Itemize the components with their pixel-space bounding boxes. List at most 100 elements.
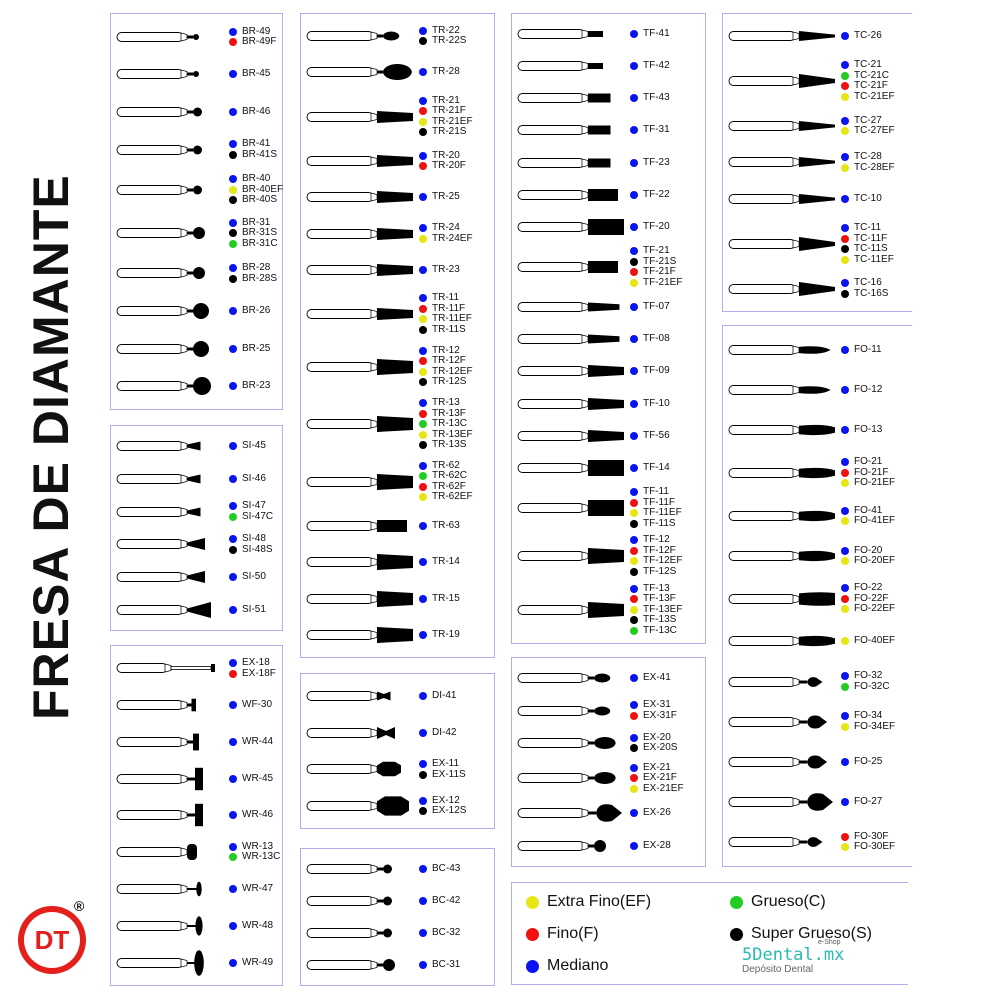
grade-dot-icon — [419, 961, 427, 969]
bur-code: WR-13C — [229, 852, 280, 863]
bur-code-text: TF-21EF — [643, 276, 683, 288]
bur-code-text: TC-11 — [854, 222, 882, 234]
bur-code: TC-16 — [841, 278, 888, 289]
grade-labels: BR-41 BR-41S — [229, 139, 277, 160]
bur-code: SI-50 — [229, 571, 266, 583]
bur-code: TC-21F — [841, 81, 895, 92]
bur-item: TF-42 — [516, 53, 705, 79]
bur-code: TR-22 — [419, 25, 466, 37]
bur-item: TR-24 TR-24EF — [305, 221, 494, 247]
grade-dot-icon — [419, 807, 427, 815]
bur-code: TF-13EF — [630, 604, 682, 615]
grade-dot-icon — [419, 630, 427, 639]
bur-code-text: SI-47C — [242, 510, 274, 522]
wheel-bur-icon — [116, 804, 203, 827]
bur-code-text: TR-13F — [432, 407, 466, 419]
grade-dot-icon — [229, 38, 237, 47]
grade-labels: TF-08 — [630, 334, 670, 345]
grade-dot-icon — [419, 346, 427, 355]
cyl-bur-icon — [517, 93, 611, 104]
taper-bur-icon — [306, 590, 413, 607]
grade-dot-icon — [841, 163, 849, 172]
grade-dot-icon — [419, 265, 427, 274]
bur-code-text: TF-31 — [643, 124, 670, 136]
bur-code-text: BR-46 — [242, 105, 271, 117]
grade-labels: FO-41 FO-41EF — [841, 505, 895, 526]
bur-item: TC-21 TC-21C TC-21F TC-21EF — [727, 60, 912, 102]
grade-labels: BC-43 — [419, 864, 460, 875]
grade-dot-icon — [229, 185, 237, 194]
pear-bur-icon — [728, 676, 823, 687]
ball-bur-icon — [116, 184, 202, 195]
ball-bur-icon — [116, 107, 202, 117]
bur-code: FO-13 — [841, 425, 882, 436]
bur-code: TF-13 — [630, 583, 682, 594]
needle-bur-icon — [728, 157, 835, 168]
bur-code: TR-22S — [419, 36, 466, 47]
grade-labels: TF-14 — [630, 462, 670, 474]
bur-item: WR-44 — [115, 729, 282, 755]
inv-bur-icon — [116, 538, 205, 551]
bur-code-text: EX-11S — [432, 768, 466, 780]
bur-code: TC-21 — [841, 60, 895, 71]
grade-dot-icon — [841, 832, 849, 841]
bur-item: EX-21 EX-21F EX-21EF — [516, 762, 705, 794]
bur-item: TR-14 — [305, 549, 494, 575]
grade-dot-icon — [229, 545, 237, 554]
taper-bur-icon — [517, 365, 624, 378]
grade-labels: TR-15 — [419, 593, 460, 604]
needle-bur-icon — [728, 194, 835, 205]
bur-code: TR-21S — [419, 127, 473, 138]
bur-code-text: EX-12S — [432, 805, 467, 816]
grade-dot-icon — [630, 126, 638, 135]
panel-ex: EX-41 EX-31 EX-31F EX-20 EX-20S EX-21 EX-21F EX… — [511, 657, 706, 867]
bur-code: BR-40S — [229, 195, 283, 206]
bur-code: BR-40EF — [229, 184, 283, 196]
bur-item: BR-41 BR-41S — [115, 137, 282, 163]
grade-labels: TC-10 — [841, 194, 882, 205]
bur-code-text: TR-11F — [432, 302, 466, 314]
egg-bur-icon — [306, 64, 412, 81]
grade-dot-icon — [229, 811, 237, 820]
grade-labels: TR-14 — [419, 557, 460, 568]
bur-code-text: TR-25 — [432, 191, 460, 203]
grade-dot-icon — [229, 382, 237, 391]
bur-code-text: TR-14 — [432, 556, 460, 568]
bur-code: TR-62C — [419, 471, 473, 482]
legend-label: Super Grueso(S) — [751, 925, 872, 942]
inv-bur-icon — [116, 441, 201, 452]
grade-dot-icon — [630, 367, 638, 376]
grade-dot-icon — [841, 245, 849, 254]
bur-code-text: FO-12 — [854, 384, 883, 396]
grade-dot-icon — [841, 797, 849, 806]
bur-code: TR-14 — [419, 557, 460, 568]
grade-labels: TR-28 — [419, 67, 460, 78]
grade-dot-icon — [419, 897, 427, 905]
grade-dot-icon — [630, 257, 638, 266]
bur-item: WR-49 — [115, 949, 282, 976]
bur-code: WF-30 — [229, 700, 272, 711]
grade-labels: TF-42 — [630, 61, 670, 72]
bur-code-text: TF-13F — [643, 593, 676, 605]
bur-code: TR-15 — [419, 593, 460, 604]
bur-code: BC-32 — [419, 928, 460, 939]
panel-fo: FO-11 FO-12 FO-13 FO-21 FO-21F FO-21EF FO-41 FO… — [722, 325, 912, 867]
bur-item: TR-13 TR-13F TR-13C TR-13EF TR-13S — [305, 398, 494, 451]
bur-code-text: TC-10 — [854, 193, 882, 205]
panel-br: BR-49 BR-49F BR-45 BR-46 BR-41 BR-41S BR-40 BR-… — [110, 13, 283, 410]
grade-dot-icon — [419, 796, 427, 805]
grade-dot-icon — [229, 842, 237, 851]
taper-bur-icon — [306, 308, 413, 321]
bur-code-text: TF-42 — [643, 60, 670, 72]
bur-code-text: TC-27EF — [854, 125, 895, 136]
bur-code-text: TR-62C — [432, 470, 468, 482]
bur-code-text: TR-21 — [432, 94, 460, 106]
grade-labels: SI-48 SI-48S — [229, 534, 273, 555]
panel-ex-wr: EX-18 EX-18F WF-30 WR-44 WR-45 WR-46 WR-13 WR-1… — [110, 645, 283, 986]
bur-code: WR-13 — [229, 841, 280, 853]
grade-labels: TF-12 TF-12F TF-12EF TF-12S — [630, 535, 682, 577]
bur-code-text: EX-21F — [643, 772, 677, 784]
grade-labels: BC-32 — [419, 928, 460, 939]
grade-labels: EX-20 EX-20S — [630, 732, 677, 754]
bur-code-text: TR-19 — [432, 628, 460, 640]
